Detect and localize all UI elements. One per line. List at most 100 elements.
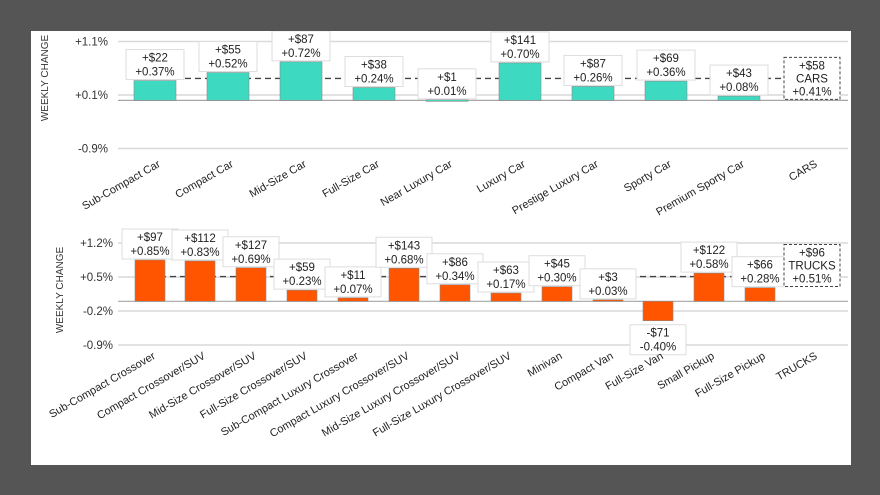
data-label-box [563, 54, 623, 86]
data-label-dollar: +$59 [289, 262, 315, 274]
category-label: Near Luxury Car [379, 158, 455, 209]
data-label-dollar: +$97 [137, 232, 163, 244]
data-label-box [417, 68, 477, 100]
chart-panel: WEEKLY CHANGE +1.1% +0.1% -0.9% +$22 +0.37% +$… [31, 31, 851, 465]
bar [352, 87, 396, 101]
bar [425, 99, 469, 102]
data-label-dollar: +$11 [340, 270, 365, 282]
data-label-percent: +0.83% [180, 247, 219, 259]
bar [206, 72, 250, 101]
summary-name: TRUCKS [788, 261, 836, 273]
data-label-dollar: +$22 [142, 53, 168, 65]
category-label: CARS [787, 158, 819, 184]
category-label: Minivan [526, 350, 565, 379]
cars-chart: WEEKLY CHANGE +1.1% +0.1% -0.9% +$22 +0.37% +$… [40, 31, 848, 218]
data-label-percent: +0.03% [588, 286, 627, 298]
y-tick-label: -0.2% [83, 306, 113, 318]
bar [571, 86, 615, 101]
data-label-percent: +0.70% [500, 49, 539, 61]
data-label-box [477, 261, 535, 293]
data-label-percent: +0.17% [486, 279, 525, 291]
data-label-percent: +0.36% [646, 67, 685, 79]
data-label-percent: -0.40% [640, 342, 676, 354]
y-tick-label: +0.1% [75, 90, 108, 102]
summary-name: CARS [796, 73, 828, 85]
data-label-dollar: +$38 [361, 60, 387, 72]
data-label-box [636, 49, 696, 81]
data-label-dollar: +$143 [388, 240, 420, 252]
y-tick-label: -0.9% [78, 144, 108, 156]
y-tick-label: +1.1% [75, 37, 108, 49]
category-label: Sporty Car [622, 158, 674, 195]
data-label-dollar: +$86 [442, 257, 468, 269]
data-label-dollar: +$43 [726, 68, 752, 80]
summary-percent: +0.51% [792, 274, 831, 286]
data-label-box [528, 255, 586, 287]
category-label: TRUCKS [774, 350, 819, 383]
bar [541, 286, 573, 302]
category-label: Mid-Size Car [247, 158, 308, 200]
data-label-percent: +0.37% [135, 67, 174, 79]
y-tick-label: +1.2% [80, 238, 113, 250]
data-label-percent: +0.30% [537, 273, 576, 285]
bar [134, 259, 166, 302]
data-label-box [490, 31, 550, 63]
data-label-box [171, 229, 229, 261]
bar [235, 267, 267, 302]
data-label-percent: +0.58% [689, 259, 728, 271]
data-label-box [121, 228, 179, 260]
bar [133, 80, 177, 101]
data-label-box [222, 236, 280, 268]
charts-svg: WEEKLY CHANGE +1.1% +0.1% -0.9% +$22 +0.37% +$… [40, 31, 848, 440]
data-label-percent: +0.26% [573, 72, 612, 84]
data-label-dollar: +$3 [598, 272, 618, 284]
y-axis-label: WEEKLY CHANGE [55, 247, 66, 334]
data-label-percent: +0.72% [281, 48, 320, 60]
data-label-percent: +0.68% [384, 254, 423, 266]
summary-box [783, 56, 841, 100]
bar [592, 299, 624, 302]
bar [498, 62, 542, 101]
data-label-percent: +0.69% [231, 254, 270, 266]
category-label: Sub-Compact Car [80, 158, 163, 213]
data-label-box [375, 236, 433, 268]
summary-dollar: +$58 [799, 60, 825, 72]
data-label-box [731, 256, 789, 288]
data-label-dollar: +$112 [184, 233, 215, 245]
category-label: Compact Car [173, 158, 235, 201]
bar [388, 267, 420, 302]
data-label-percent: +0.34% [435, 271, 474, 283]
data-label-percent: +0.52% [208, 59, 247, 71]
data-label-dollar: +$141 [504, 35, 536, 47]
data-label-box [271, 31, 331, 62]
data-label-dollar: +$55 [215, 45, 241, 57]
data-label-dollar: +$122 [693, 245, 725, 257]
bar [717, 95, 761, 101]
data-label-dollar: +$1 [437, 72, 457, 84]
data-label-dollar: +$87 [580, 58, 606, 70]
data-label-box [125, 49, 185, 81]
bar [490, 292, 522, 302]
bar [644, 80, 688, 101]
data-label-box [629, 324, 687, 356]
data-label-box [709, 64, 769, 96]
data-label-box [273, 258, 331, 290]
data-label-dollar: +$127 [235, 240, 267, 252]
data-label-percent: +0.07% [333, 284, 372, 296]
data-label-percent: +0.85% [130, 246, 169, 258]
y-tick-label: -0.9% [83, 340, 113, 352]
data-label-box [680, 241, 738, 273]
trucks-chart: WEEKLY CHANGE +1.2% +0.5% -0.2% -0.9% +$97 +0.… [47, 228, 848, 440]
bar [279, 61, 323, 101]
bar [439, 284, 471, 302]
summary-box [783, 244, 841, 288]
bar [693, 272, 725, 302]
data-label-dollar: +$87 [288, 34, 314, 46]
data-label-box [324, 266, 382, 298]
summary-percent: +0.41% [792, 86, 831, 98]
bar [286, 289, 318, 302]
data-label-percent: +0.24% [354, 74, 393, 86]
data-label-box [344, 56, 404, 88]
data-label-percent: +0.23% [282, 276, 321, 288]
bar [744, 287, 776, 302]
